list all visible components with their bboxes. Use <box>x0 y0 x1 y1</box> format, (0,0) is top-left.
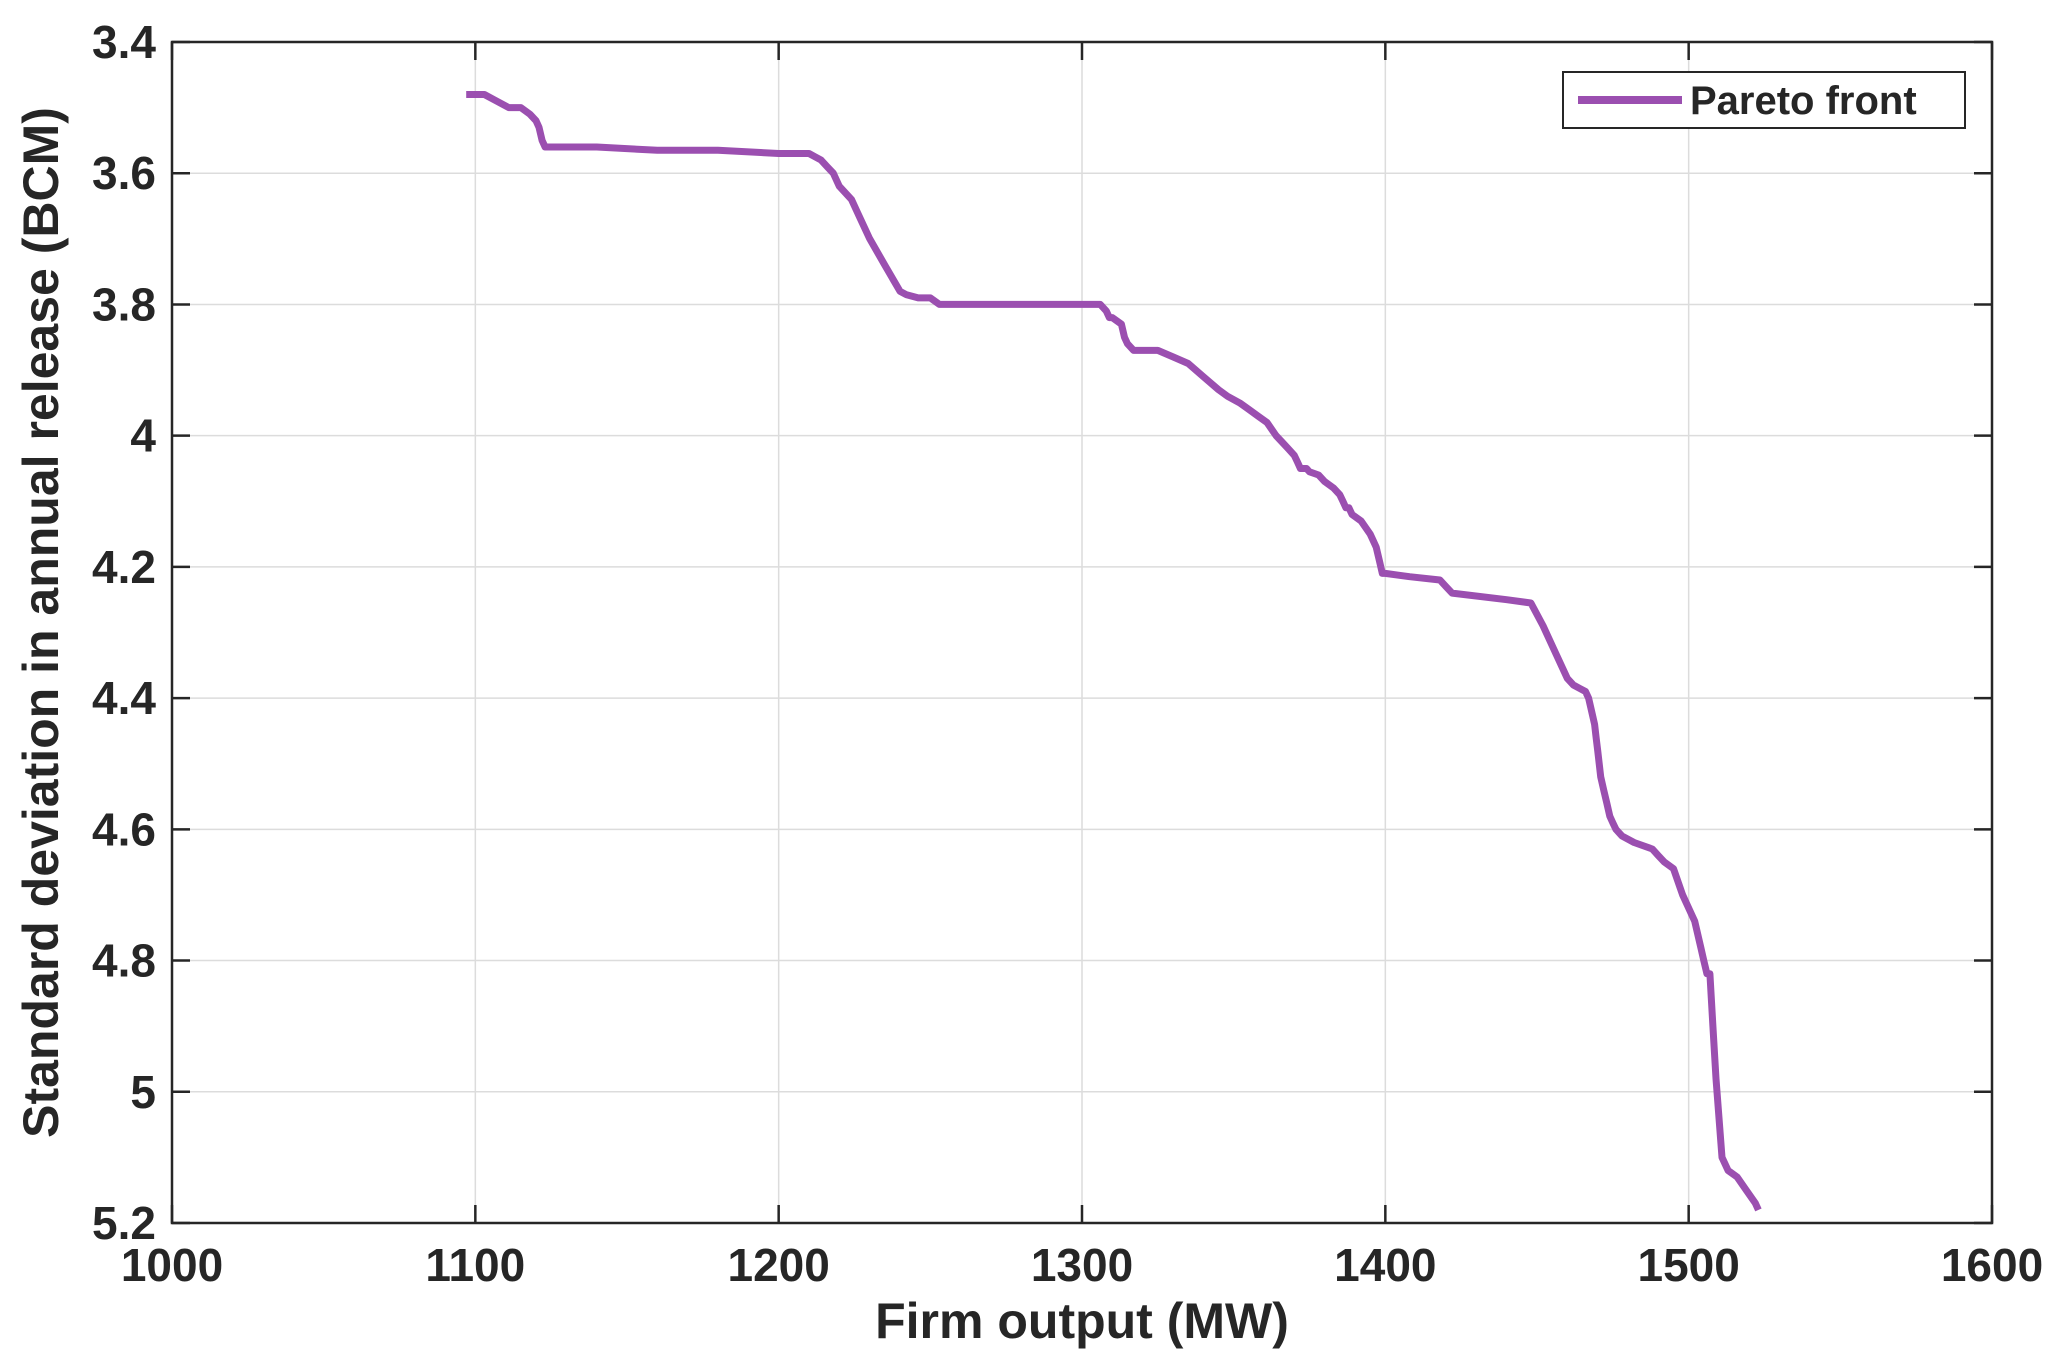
legend-label: Pareto front <box>1690 79 1917 123</box>
y-tick-label: 4.2 <box>92 541 156 593</box>
y-tick-label: 5.2 <box>92 1197 156 1249</box>
x-tick-label: 1400 <box>1334 1239 1436 1291</box>
x-tick-label: 1500 <box>1637 1239 1739 1291</box>
x-axis-label: Firm output (MW) <box>875 1293 1289 1349</box>
legend: Pareto front <box>1562 71 1966 129</box>
x-tick-label: 1600 <box>1941 1239 2043 1291</box>
y-tick-label: 4.8 <box>92 935 156 987</box>
y-tick-label: 3.8 <box>92 278 156 330</box>
y-tick-label: 3.4 <box>92 16 156 68</box>
x-tick-label: 1100 <box>425 1239 525 1291</box>
y-tick-label: 4 <box>130 410 156 462</box>
y-axis-label: Standard deviation in annual release (BC… <box>13 107 69 1138</box>
x-tick-label: 1300 <box>1031 1239 1133 1291</box>
y-tick-label: 3.6 <box>92 147 156 199</box>
y-tick-label: 4.4 <box>92 672 156 724</box>
y-tick-label: 4.6 <box>92 803 156 855</box>
y-tick-label: 5 <box>130 1066 156 1118</box>
x-tick-label: 1000 <box>121 1239 223 1291</box>
tick-marks <box>170 40 1994 1225</box>
series-line-pareto-front <box>466 91 1762 1212</box>
grid-lines <box>171 41 1993 1224</box>
x-tick-label: 1200 <box>727 1239 829 1291</box>
series-layer <box>466 91 1762 1212</box>
tick-labels: 1000 1100 1200 1300 1400 1500 1600 3.4 3.6 3.8 4 4.… <box>92 16 2043 1291</box>
